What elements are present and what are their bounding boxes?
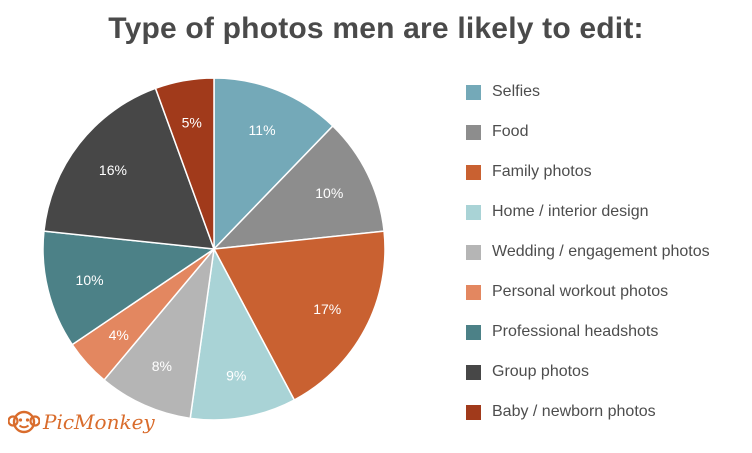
legend-label: Food (492, 123, 529, 140)
legend-item-baby-newborn-photos: Baby / newborn photos (466, 392, 710, 432)
pie-slice-family-photos (212, 230, 386, 401)
slice-label-wedding-engagement-photos: 8% (152, 358, 172, 374)
legend-label: Professional headshots (492, 323, 659, 340)
slice-label-family-photos: 17% (313, 301, 341, 317)
legend-item-food: Food (466, 112, 710, 152)
pie-slice-home-interior-design (189, 246, 296, 421)
pie-slice-wedding-engagement-photos (103, 246, 216, 420)
legend-swatch (466, 284, 481, 300)
legend-swatch (466, 244, 481, 260)
legend-swatch (466, 124, 481, 140)
slice-label-group-photos: 16% (99, 162, 127, 178)
pie-slice-food (212, 124, 385, 250)
legend-swatch (466, 84, 481, 100)
legend-item-selfies: Selfies (466, 72, 710, 112)
pie-slice-baby-newborn-photos (154, 77, 215, 250)
legend-swatch (466, 164, 481, 180)
legend-label: Selfies (492, 83, 541, 100)
legend-item-wedding-engagement-photos: Wedding / engagement photos (466, 232, 710, 272)
legend-swatch (466, 324, 481, 340)
slice-label-home-interior-design: 9% (226, 367, 246, 383)
slice-label-selfies: 11% (249, 122, 276, 138)
chart-legend: Selfies Food Family photos Home / interior … (466, 72, 710, 432)
logo-text: PicMonkey (43, 410, 155, 434)
slice-label-food: 10% (315, 185, 343, 201)
slice-label-professional-headshots: 10% (76, 272, 104, 288)
legend-swatch (466, 364, 481, 380)
legend-label: Family photos (492, 163, 592, 180)
legend-swatch (466, 204, 481, 220)
slice-label-baby-newborn-photos: 5% (182, 115, 202, 131)
pie-slice-selfies (213, 77, 334, 251)
legend-item-personal-workout-photos: Personal workout photos (466, 272, 710, 312)
chart-title: Type of photos men are likely to edit: (108, 12, 644, 45)
slice-label-personal-workout-photos: 4% (109, 327, 129, 343)
legend-label: Personal workout photos (492, 283, 669, 300)
legend-swatch (466, 404, 481, 420)
legend-item-home-interior-design: Home / interior design (466, 192, 710, 232)
legend-label: Baby / newborn photos (492, 403, 656, 420)
legend-label: Wedding / engagement photos (492, 243, 710, 260)
legend-item-group-photos: Group photos (466, 352, 710, 392)
legend-item-family-photos: Family photos (466, 152, 710, 192)
monkey-face-icon (8, 410, 40, 434)
legend-item-professional-headshots: Professional headshots (466, 312, 710, 352)
pie-slice-professional-headshots (42, 230, 217, 346)
picmonkey-logo: PicMonkey (8, 408, 155, 436)
legend-label: Group photos (492, 363, 589, 380)
legend-label: Home / interior design (492, 203, 649, 220)
pie-slice-group-photos (43, 87, 216, 250)
